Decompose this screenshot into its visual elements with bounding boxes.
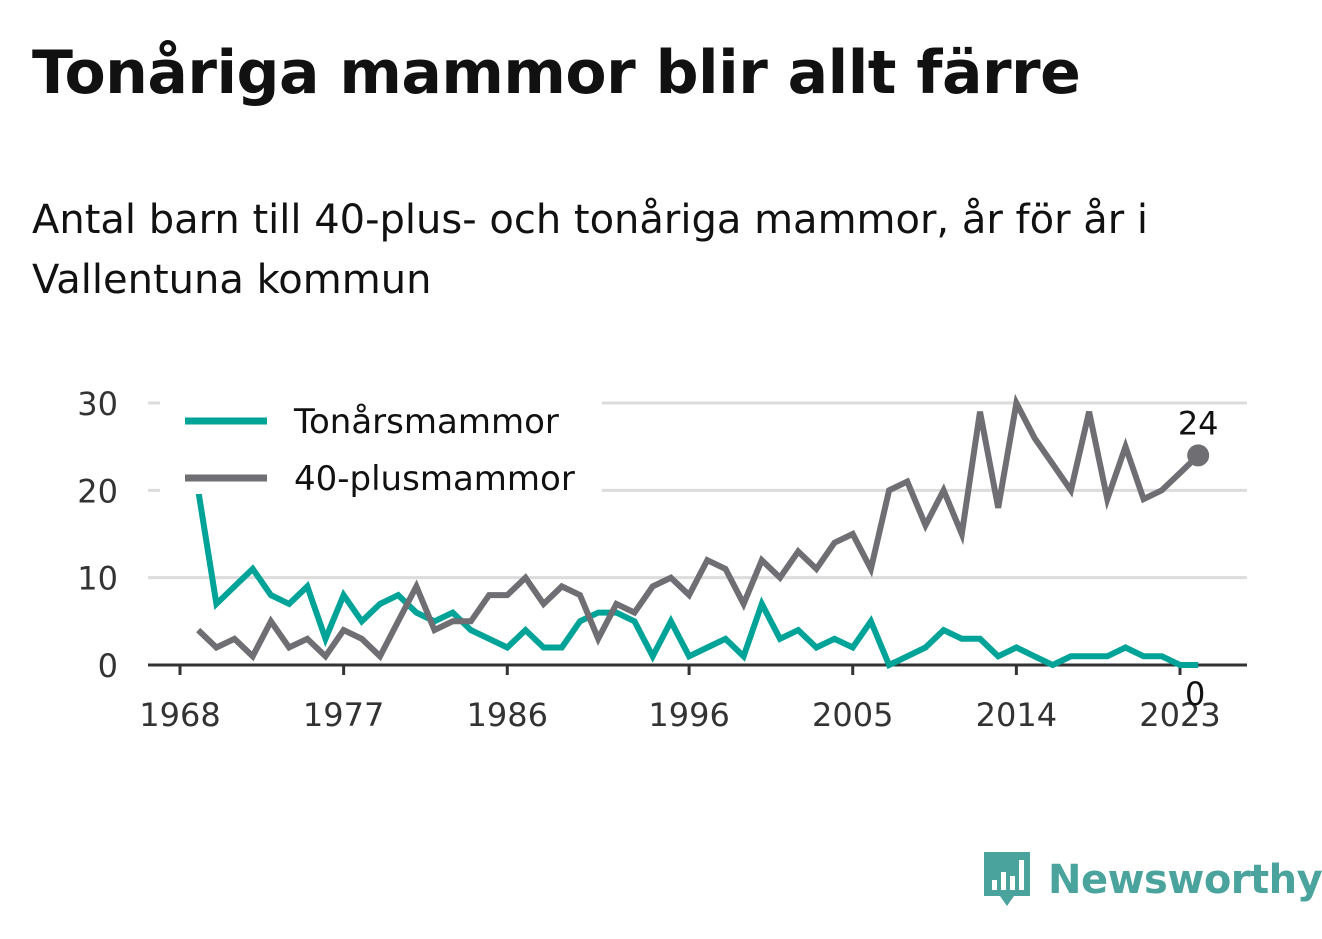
- x-tick-label: 1996: [648, 696, 729, 734]
- legend: Tonårsmammor 40-plusmammor: [160, 392, 602, 499]
- x-tick-label: 2005: [812, 696, 893, 734]
- x-tick-label: 1977: [303, 696, 384, 734]
- newsworthy-bar-chart-icon: [984, 852, 1030, 906]
- y-tick-label: 0: [98, 647, 118, 685]
- x-tick-label: 2023: [1139, 696, 1220, 734]
- chart-subtitle: Antal barn till 40-plus- och tonåriga ma…: [32, 197, 1149, 303]
- x-tick-label: 2014: [976, 696, 1057, 734]
- y-tick-label: 10: [77, 560, 118, 598]
- x-tick-label: 1968: [139, 696, 220, 734]
- legend-label-0: Tonårsmammor: [293, 402, 559, 442]
- chart-title: Tonåriga mammor blir allt färre: [32, 38, 1081, 108]
- y-axis: 0 10 20 30: [77, 385, 118, 685]
- end-labels: 0 24: [1178, 404, 1219, 713]
- end-marker-1: [1187, 444, 1210, 467]
- series-line-0: [195, 489, 1199, 670]
- end-label-1: 24: [1178, 404, 1219, 442]
- newsworthy-logo: Newsworthy: [982, 850, 1322, 910]
- end-label-0: 0: [1185, 675, 1205, 713]
- x-tick-label: 1986: [467, 696, 548, 734]
- series-line-1: [196, 393, 1201, 662]
- x-axis: 1968 1977 1986 1996 2005 2014 2023: [139, 663, 1247, 734]
- y-tick-label: 20: [77, 472, 118, 510]
- legend-label-1: 40-plusmammor: [294, 459, 575, 499]
- logo-text: Newsworthy: [1048, 857, 1322, 903]
- series-group: [195, 393, 1201, 670]
- y-tick-label: 30: [77, 385, 118, 423]
